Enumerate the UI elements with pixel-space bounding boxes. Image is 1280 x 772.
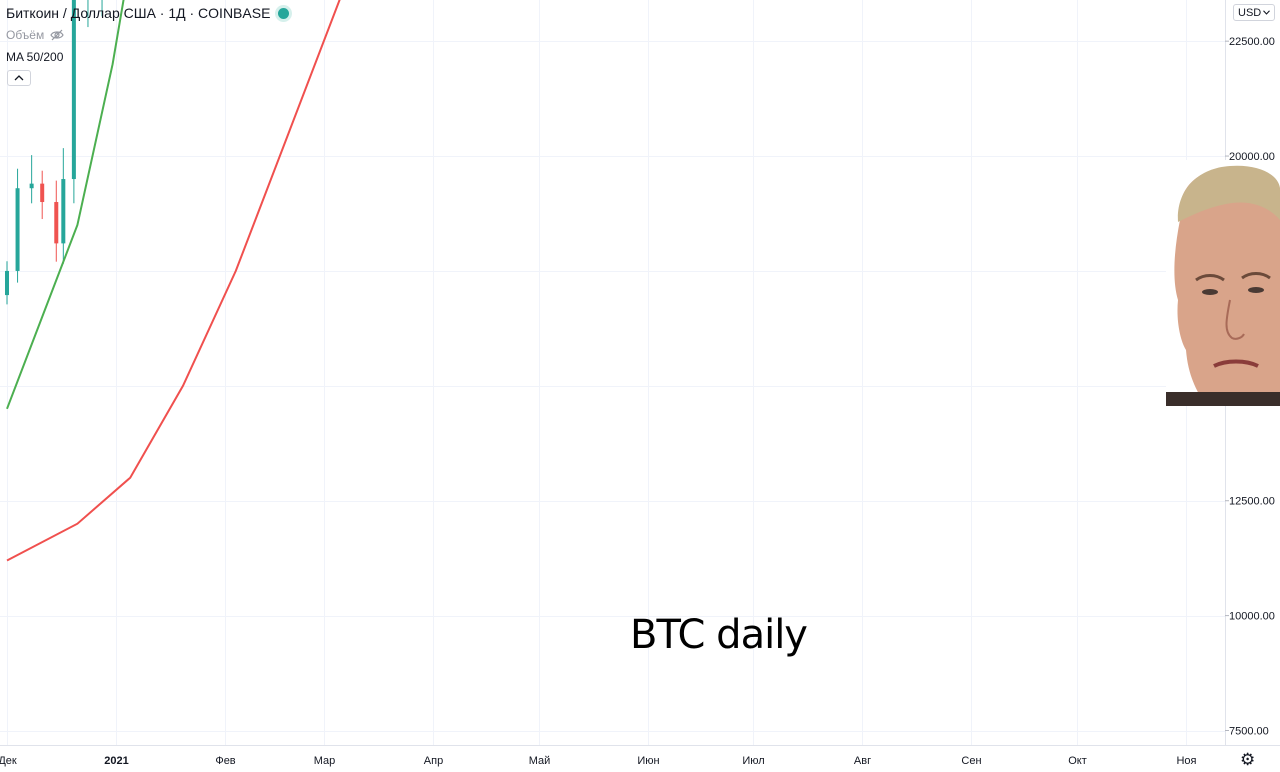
time-axis[interactable]: Дек 2021 Фев Мар Апр Май Июн Июл Авг Сен Окт Ноя — [0, 745, 1280, 772]
reaction-face-image — [1166, 160, 1280, 406]
currency-select[interactable]: USD — [1233, 4, 1276, 21]
y-tick-label: 12500.00 — [1229, 496, 1275, 508]
gear-icon[interactable]: ⚙ — [1240, 750, 1256, 769]
chevron-up-icon — [14, 75, 24, 81]
x-tick-label: Авг — [854, 755, 871, 767]
x-tick-label: Июн — [637, 755, 659, 767]
ma200-layer — [6, 0, 341, 562]
candle-body — [5, 270, 9, 296]
x-tick-label: Апр — [424, 755, 443, 767]
y-tick-label: 22500.00 — [1229, 36, 1275, 48]
candles-layer — [5, 0, 103, 305]
volume-label: Объём — [6, 28, 45, 42]
x-tick-label: Окт — [1068, 755, 1087, 767]
y-tick-label: 10000.00 — [1229, 611, 1275, 623]
x-tick-label: Дек — [0, 755, 17, 767]
candle-body — [61, 179, 66, 244]
symbol-header[interactable]: Биткоин / Доллар США · 1Д · COINBASE — [6, 5, 290, 21]
x-tick-label: Ноя — [1176, 755, 1196, 767]
ma200-line — [6, 0, 341, 562]
x-tick-label: Фев — [215, 755, 235, 767]
x-tick-label: 2021 — [104, 755, 128, 767]
candle-body — [15, 188, 20, 271]
market-open-indicator-icon — [278, 7, 290, 19]
y-tick-label: 7500.00 — [1229, 726, 1269, 738]
currency-label: USD — [1238, 6, 1262, 19]
x-tick-label: Мар — [314, 755, 336, 767]
x-tick-label: Май — [529, 755, 551, 767]
symbol-title: Биткоин / Доллар США · 1Д · COINBASE — [6, 5, 271, 21]
x-tick-label: Сен — [961, 755, 981, 767]
volume-legend[interactable]: Объём — [6, 28, 64, 42]
candle-body — [71, 0, 76, 180]
candle-body — [54, 202, 59, 244]
chevron-down-icon — [1263, 10, 1271, 15]
chart-grid — [0, 0, 1225, 745]
candle-body — [29, 183, 34, 189]
ma50-layer — [6, 0, 125, 410]
eye-hidden-icon[interactable] — [50, 29, 64, 41]
x-tick-label: Июл — [742, 755, 764, 767]
collapse-legend-button[interactable] — [7, 70, 31, 86]
ma-legend[interactable]: MA 50/200 — [6, 50, 64, 64]
candle-body — [40, 183, 45, 203]
time-axis-bg — [0, 745, 1280, 772]
overlay-caption: BTC daily — [630, 612, 808, 658]
ma50-line — [6, 0, 125, 410]
